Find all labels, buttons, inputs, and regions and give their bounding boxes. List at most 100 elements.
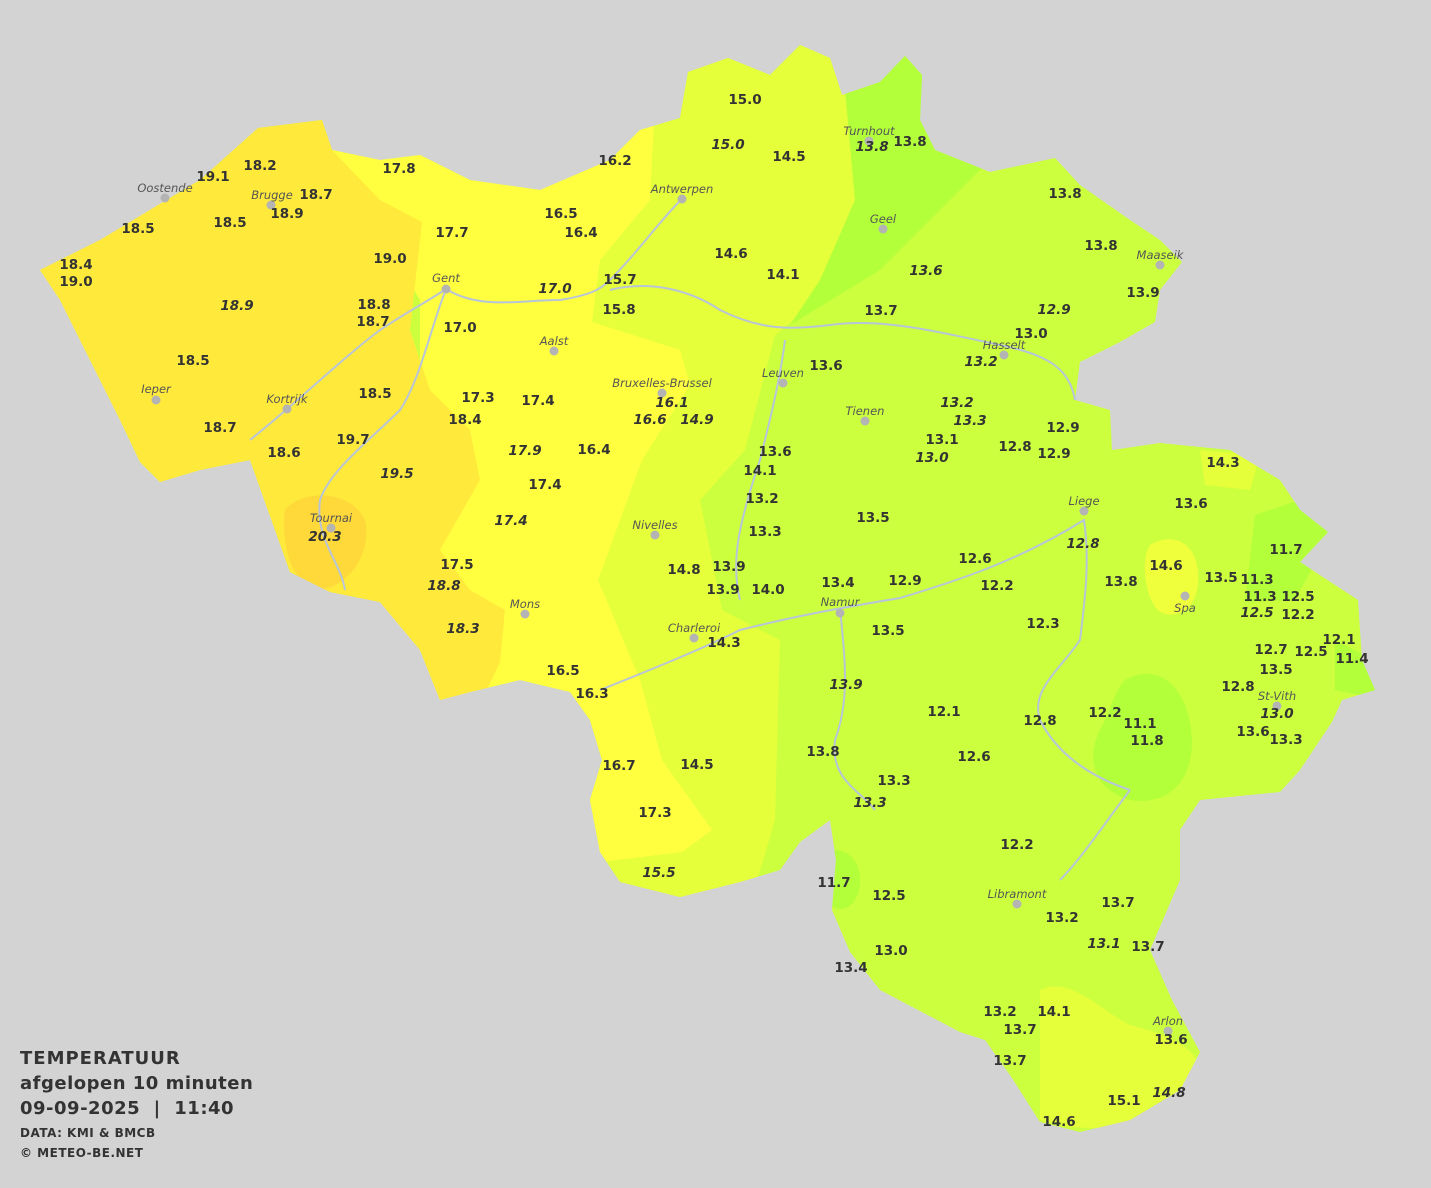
legend-datetime: 09-09-2025 | 11:40	[20, 1098, 235, 1119]
station-temperature: 18.5	[121, 221, 154, 237]
city-label: Mons	[510, 597, 540, 611]
station-temperature: 13.1	[1087, 936, 1120, 952]
zone-green-fagnes	[1093, 673, 1192, 801]
city-label: Spa	[1174, 601, 1196, 615]
station-temperature: 13.2	[940, 395, 973, 411]
city-dot	[689, 633, 699, 643]
station-temperature: 12.5	[1281, 589, 1314, 605]
station-temperature: 17.9	[508, 443, 541, 459]
station-temperature: 12.2	[980, 578, 1013, 594]
station-temperature: 17.7	[435, 225, 468, 241]
city-label: Libramont	[988, 887, 1047, 901]
station-temperature: 18.8	[427, 578, 460, 594]
station-temperature: 17.3	[461, 390, 494, 406]
station-temperature: 20.3	[308, 529, 341, 545]
station-temperature: 13.1	[925, 432, 958, 448]
city-dot	[657, 388, 667, 398]
station-temperature: 15.5	[642, 865, 675, 881]
zone-green-eupen	[1335, 640, 1375, 698]
station-temperature: 12.1	[927, 704, 960, 720]
station-temperature: 13.6	[1154, 1032, 1187, 1048]
city-dot	[860, 416, 870, 426]
station-temperature: 13.7	[993, 1053, 1026, 1069]
legend-title: TEMPERATUUR	[20, 1048, 181, 1069]
station-temperature: 13.2	[745, 491, 778, 507]
city-dot	[1180, 591, 1190, 601]
station-temperature: 15.0	[728, 92, 761, 108]
station-temperature: 13.9	[712, 559, 745, 575]
zone-liege-warm	[1200, 450, 1260, 490]
city-dot	[1012, 899, 1022, 909]
station-temperature: 17.3	[638, 805, 671, 821]
station-temperature: 13.6	[909, 263, 942, 279]
station-temperature: 13.8	[855, 139, 888, 155]
rivers	[249, 198, 1131, 881]
station-temperature: 12.3	[1026, 616, 1059, 632]
station-temperature: 12.7	[1254, 642, 1287, 658]
station-temperature: 14.8	[667, 562, 700, 578]
station-temperature: 14.3	[1206, 455, 1239, 471]
station-temperature: 18.5	[176, 353, 209, 369]
station-temperature: 18.8	[357, 297, 390, 313]
station-temperature: 18.5	[213, 215, 246, 231]
station-temperature: 13.7	[1003, 1022, 1036, 1038]
zone-arlon-warm	[1040, 986, 1202, 1129]
station-temperature: 13.3	[1269, 732, 1302, 748]
station-temperature: 18.6	[267, 445, 300, 461]
station-temperature: 13.7	[1101, 895, 1134, 911]
station-temperature: 14.6	[1042, 1114, 1075, 1130]
station-temperature: 18.4	[59, 257, 92, 273]
station-temperature: 12.5	[1294, 644, 1327, 660]
city-label: Arlon	[1152, 1014, 1183, 1028]
station-temperature: 12.6	[958, 551, 991, 567]
station-temperature: 13.3	[877, 773, 910, 789]
station-temperature: 18.3	[446, 621, 479, 637]
station-temperature: 14.0	[751, 582, 784, 598]
city-dot	[282, 404, 292, 414]
station-temperature: 12.8	[1221, 679, 1254, 695]
city-label: Tienen	[846, 404, 885, 418]
station-temperature: 13.8	[1104, 574, 1137, 590]
station-temperature: 15.0	[711, 137, 744, 153]
station-temperature: 16.3	[575, 686, 608, 702]
station-temperature: 13.4	[821, 575, 854, 591]
legend-copyright: © METEO-BE.NET	[20, 1146, 144, 1160]
station-temperature: 13.3	[853, 795, 886, 811]
city-label: Ieper	[141, 382, 172, 396]
station-temperature: 13.3	[748, 524, 781, 540]
station-temperature: 13.9	[1126, 285, 1159, 301]
station-temperature: 11.8	[1130, 733, 1163, 749]
city-label: Kortrijk	[266, 392, 309, 406]
station-temperature: 12.5	[872, 888, 905, 904]
station-temperature: 14.1	[1037, 1004, 1070, 1020]
station-temperature: 14.8	[1152, 1085, 1185, 1101]
city-dot	[1163, 1026, 1173, 1036]
station-temperature: 18.2	[243, 158, 276, 174]
city-dot	[1079, 506, 1089, 516]
station-temperature: 17.5	[440, 557, 473, 573]
city-dot	[864, 136, 874, 146]
station-temperature: 13.9	[706, 582, 739, 598]
city-label: Geel	[870, 212, 897, 226]
station-temperature: 18.9	[220, 298, 253, 314]
city-dot	[650, 530, 660, 540]
station-temperature: 13.5	[871, 623, 904, 639]
station-temperature: 12.1	[1322, 632, 1355, 648]
station-temperature: 12.9	[888, 573, 921, 589]
station-temperature: 17.0	[538, 281, 571, 297]
station-temperature: 12.2	[1000, 837, 1033, 853]
station-temperature: 11.7	[817, 875, 850, 891]
station-temperature: 11.7	[1269, 542, 1302, 558]
city-dot	[1155, 260, 1165, 270]
station-temperature: 15.8	[602, 302, 635, 318]
city-dot	[778, 378, 788, 388]
station-temperature: 13.0	[1014, 326, 1047, 342]
station-temperature: 18.7	[203, 420, 236, 436]
station-temperature: 14.5	[680, 757, 713, 773]
station-temperature: 11.4	[1335, 651, 1368, 667]
station-temperature: 12.2	[1281, 607, 1314, 623]
legend-subtitle: afgelopen 10 minuten	[20, 1073, 254, 1094]
city-label: Nivelles	[632, 518, 677, 532]
station-temperature: 11.3	[1240, 572, 1273, 588]
station-temperature: 13.5	[1259, 662, 1292, 678]
